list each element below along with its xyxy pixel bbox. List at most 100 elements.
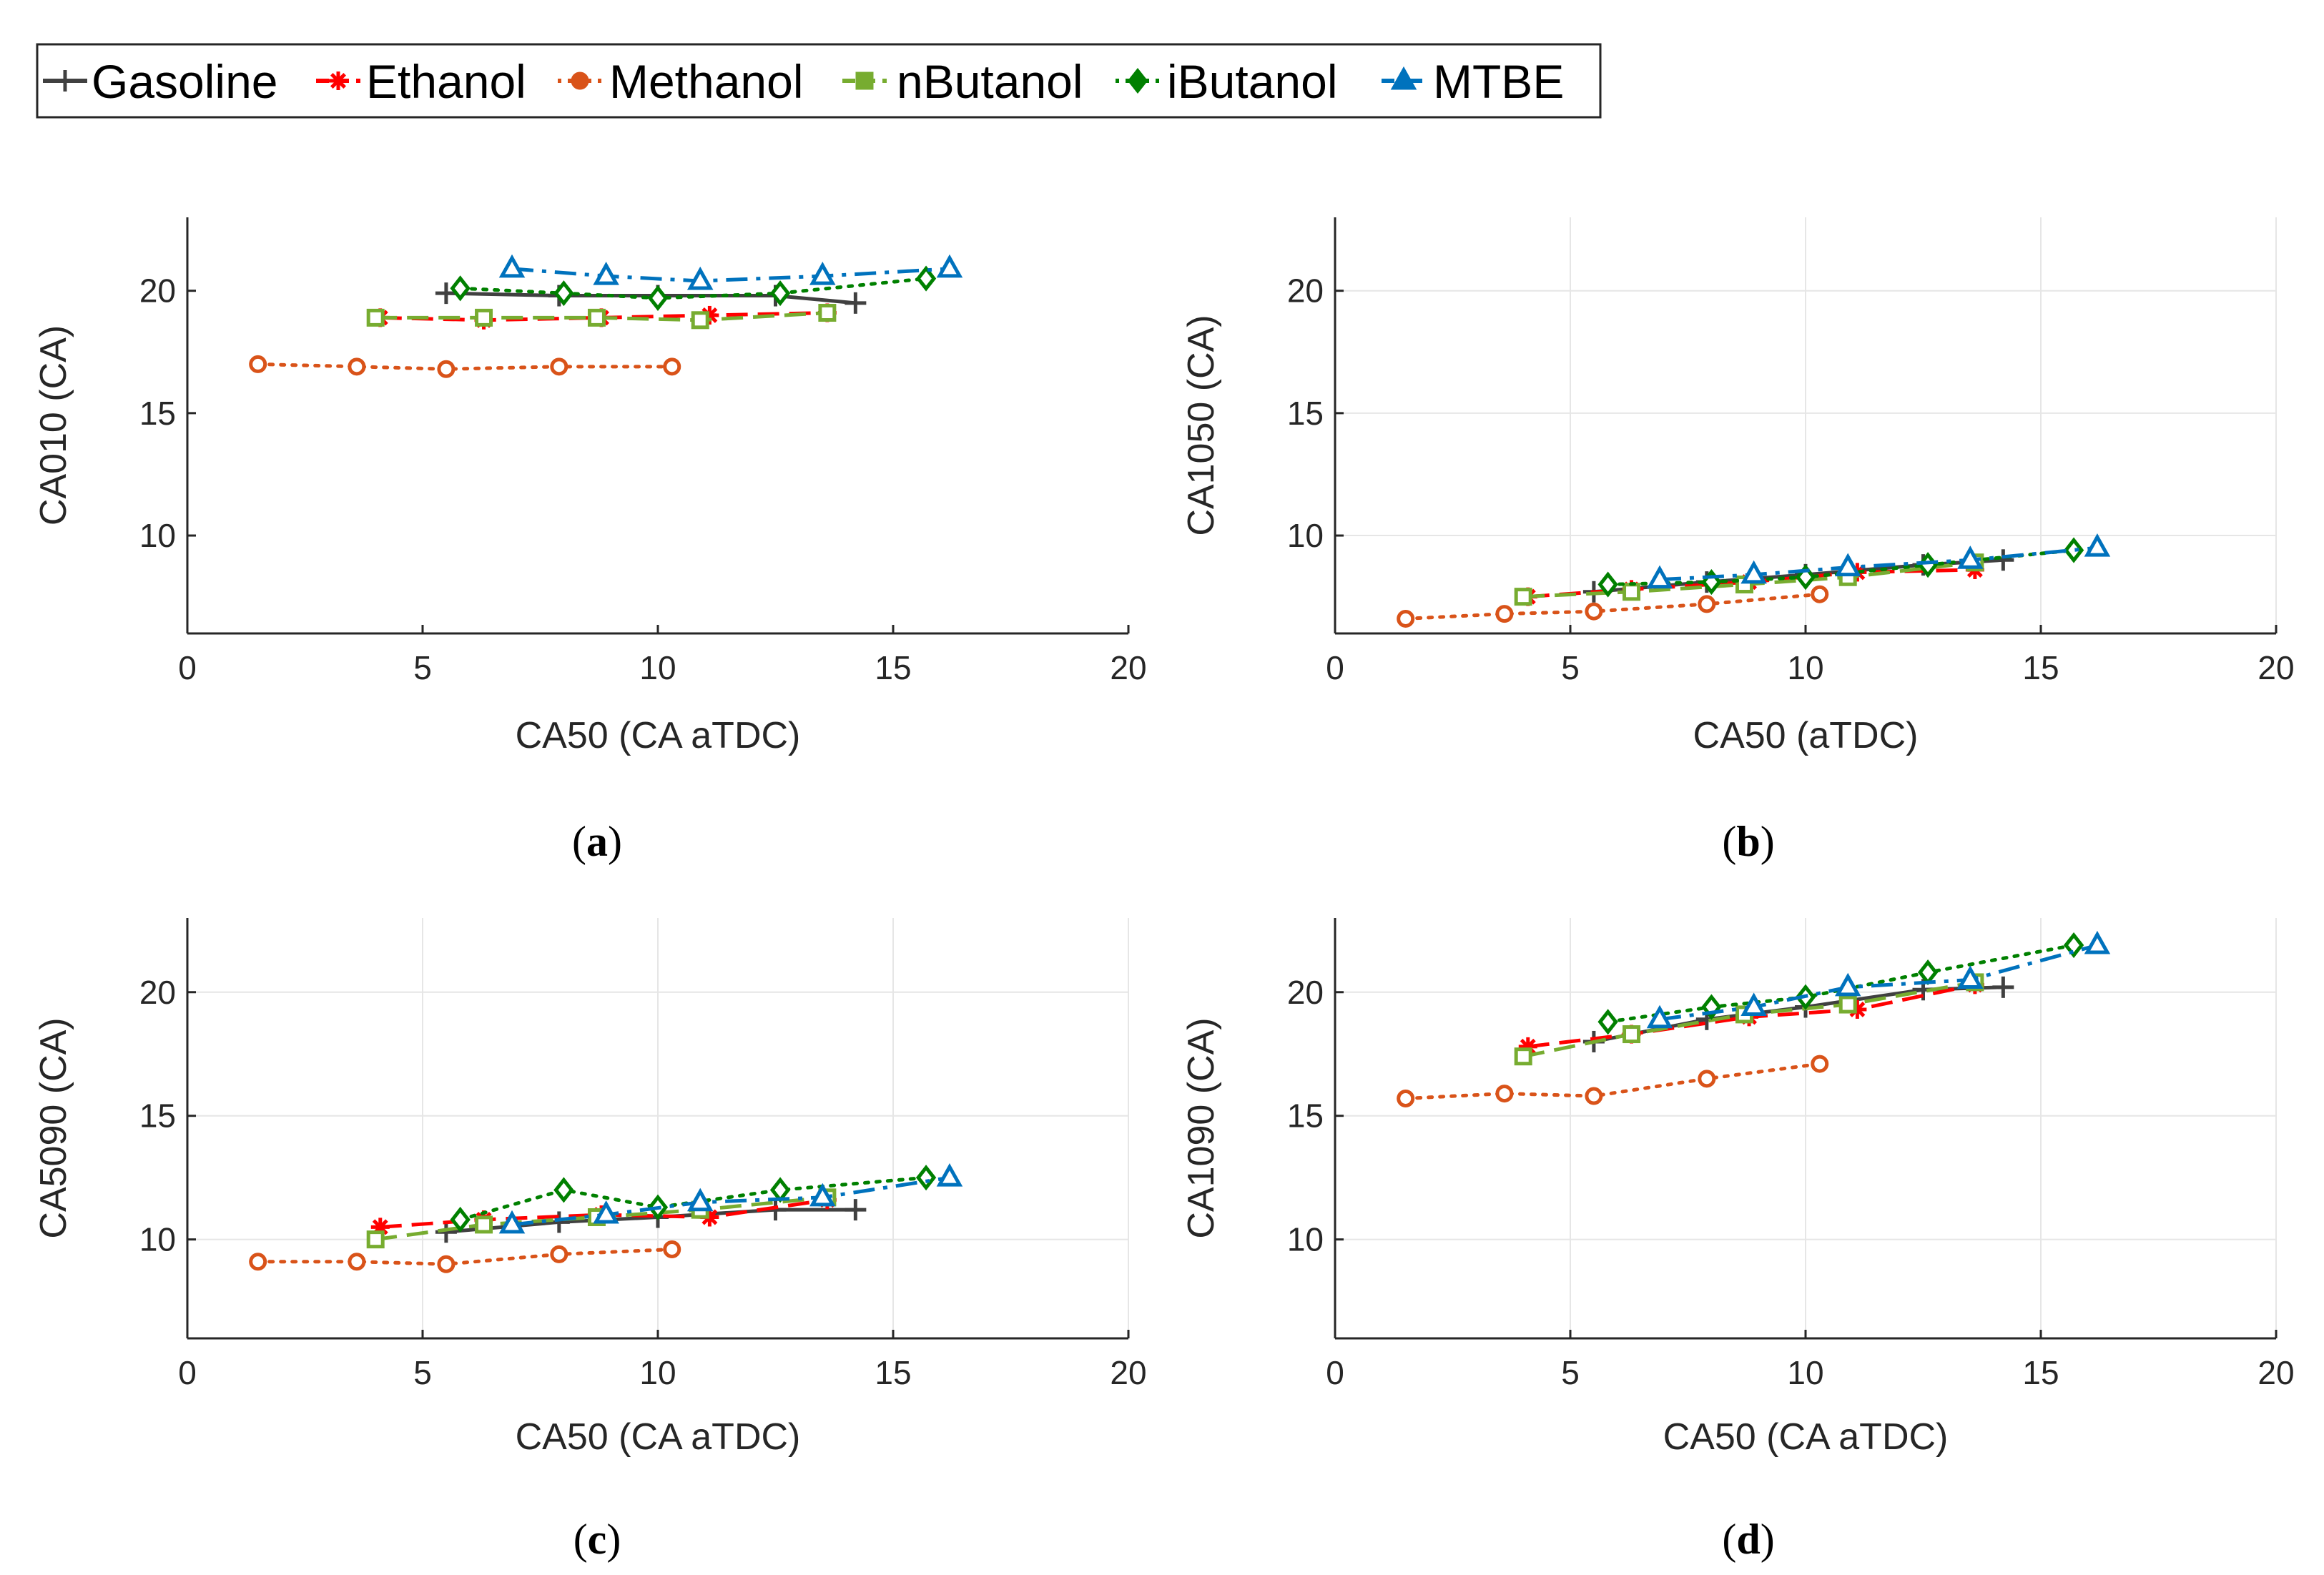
series-methanol: [249, 1240, 681, 1273]
point-ibutanol: [769, 280, 791, 307]
y-tick-label: 20: [139, 272, 176, 310]
series-mtbe: [498, 1163, 963, 1234]
x-tick-label: 15: [2022, 1354, 2059, 1391]
y-axis-label: CA1090 (CA): [1181, 1017, 1222, 1238]
point-gasoline: [548, 1211, 570, 1233]
point-nbutanol: [366, 1230, 385, 1249]
series-ibutanol: [450, 265, 937, 312]
point-mtbe: [498, 254, 526, 278]
point-methanol: [550, 357, 568, 376]
y-axis-label: CA010 (CA): [33, 325, 74, 525]
series-line-methanol: [1404, 592, 1822, 621]
legend-marker-mtbe: [1390, 66, 1417, 90]
point-methanol: [550, 1245, 568, 1263]
point-mtbe: [1957, 545, 1984, 569]
point-methanol: [663, 357, 681, 376]
point-nbutanol: [1514, 588, 1532, 606]
point-nbutanol: [1838, 995, 1857, 1014]
point-mtbe: [2084, 533, 2111, 557]
panel-c: 0 5 10 15 20 10 15 20 CA50 (CA aTDC) CA5090 (CA) (…: [33, 918, 1147, 1563]
y-tick-label: 15: [1287, 395, 1324, 432]
legend-marker-nbutanol: [855, 71, 874, 90]
point-methanol: [663, 1240, 681, 1258]
point-ibutanol: [1597, 1009, 1618, 1035]
legend-marker-gasoline: [54, 70, 76, 92]
legend-label-gasoline: Gasoline: [92, 55, 278, 108]
point-ibutanol: [647, 285, 669, 312]
point-methanol: [249, 355, 267, 373]
y-tick-label: 20: [1287, 974, 1324, 1011]
x-tick-label: 10: [1787, 649, 1823, 686]
y-tick-label: 10: [139, 517, 176, 554]
panel-caption: (b): [1722, 818, 1774, 865]
point-gasoline: [845, 292, 867, 314]
point-mtbe: [1834, 972, 1861, 997]
y-tick-label: 15: [139, 1097, 176, 1135]
legend-label-ethanol: Ethanol: [366, 55, 526, 108]
point-mtbe: [686, 1188, 714, 1212]
point-ibutanol: [450, 275, 471, 302]
point-mtbe: [809, 1183, 836, 1207]
x-tick-label: 0: [1326, 1354, 1344, 1391]
point-gasoline: [1992, 549, 2014, 571]
point-methanol: [1698, 595, 1716, 613]
x-axis-label: CA50 (CA aTDC): [1663, 1416, 1949, 1458]
point-ibutanol: [2063, 537, 2084, 563]
panel-caption-letter: a: [586, 818, 608, 865]
series-methanol: [1397, 585, 1829, 628]
point-mtbe: [1740, 992, 1767, 1017]
point-methanol: [1397, 609, 1415, 628]
point-nbutanol: [366, 308, 385, 327]
point-mtbe: [936, 254, 963, 278]
y-tick-label: 15: [139, 395, 176, 432]
legend-entry-nbutanol: nButanol: [842, 55, 1083, 108]
series-mtbe: [498, 254, 963, 290]
series-ibutanol: [1597, 537, 2084, 598]
x-tick-label: 5: [413, 649, 432, 686]
legend-label-nbutanol: nButanol: [897, 55, 1083, 108]
series-line-methanol: [256, 362, 674, 371]
x-tick-label: 20: [2257, 1354, 2294, 1391]
point-nbutanol: [691, 311, 709, 330]
point-ibutanol: [553, 280, 574, 307]
point-methanol: [1811, 1055, 1829, 1073]
x-tick-label: 10: [639, 649, 676, 686]
point-mtbe: [809, 262, 836, 285]
x-axis-label: CA50 (CA aTDC): [516, 715, 801, 756]
point-methanol: [1698, 1070, 1716, 1088]
y-axis-label: CA5090 (CA): [33, 1017, 74, 1238]
series-line-methanol: [1404, 1062, 1822, 1100]
series-mtbe: [1646, 533, 2111, 589]
point-gasoline: [1992, 976, 2014, 998]
series-methanol: [249, 355, 681, 378]
y-tick-label: 10: [139, 1221, 176, 1258]
legend-marker-ethanol: [329, 71, 348, 90]
point-mtbe: [1740, 560, 1767, 584]
x-tick-label: 20: [1110, 1354, 1146, 1391]
x-tick-label: 10: [639, 1354, 676, 1391]
point-nbutanol: [1623, 583, 1641, 601]
legend-label-methanol: Methanol: [609, 55, 804, 108]
point-mtbe: [1646, 565, 1673, 589]
series-nbutanol: [1514, 973, 1984, 1066]
point-methanol: [348, 357, 366, 376]
series-methanol: [1397, 1055, 1829, 1107]
x-tick-label: 0: [178, 649, 197, 686]
legend-marker-methanol: [571, 71, 589, 90]
series-mtbe: [1646, 930, 2111, 1029]
panel-caption: (a): [572, 818, 622, 865]
x-tick-label: 20: [1110, 649, 1146, 686]
legend-marker-ibutanol: [1127, 67, 1148, 94]
point-ibutanol: [2063, 932, 2084, 959]
point-mtbe: [593, 262, 619, 285]
point-mtbe: [1957, 965, 1984, 989]
point-mtbe: [2084, 930, 2111, 954]
point-methanol: [1811, 585, 1829, 603]
point-gasoline: [435, 282, 457, 305]
series-line-mtbe: [511, 267, 950, 283]
point-mtbe: [1834, 553, 1861, 577]
point-ibutanol: [450, 1206, 471, 1233]
legend-entry-mtbe: MTBE: [1382, 55, 1564, 108]
series-line-methanol: [256, 1247, 674, 1266]
y-tick-label: 20: [139, 974, 176, 1011]
